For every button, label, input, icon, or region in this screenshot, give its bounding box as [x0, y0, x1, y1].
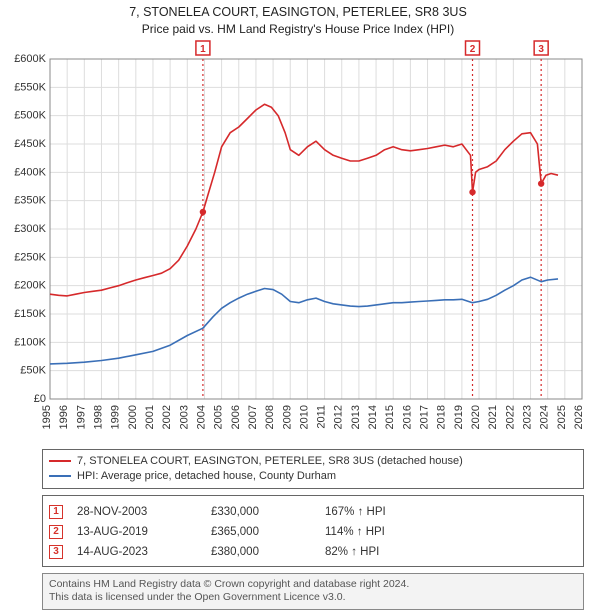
svg-text:1998: 1998 — [92, 405, 104, 429]
svg-text:£150K: £150K — [14, 308, 46, 320]
svg-text:2019: 2019 — [453, 405, 465, 429]
svg-text:2007: 2007 — [247, 405, 259, 429]
svg-text:1: 1 — [200, 44, 206, 55]
legend: 7, STONELEA COURT, EASINGTON, PETERLEE, … — [42, 449, 584, 489]
svg-text:2010: 2010 — [298, 405, 310, 429]
footnote-line2: This data is licensed under the Open Gov… — [49, 591, 577, 605]
events-table: 1 28-NOV-2003 £330,000 167% ↑ HPI 2 13-AUG-20… — [42, 495, 584, 567]
svg-text:£100K: £100K — [14, 336, 46, 348]
svg-text:£300K: £300K — [14, 223, 46, 235]
footnote: Contains HM Land Registry data © Crown c… — [42, 573, 584, 610]
event-price: £330,000 — [211, 506, 311, 518]
event-date: 28-NOV-2003 — [77, 506, 197, 518]
svg-text:2: 2 — [470, 44, 476, 55]
svg-text:£50K: £50K — [20, 365, 46, 377]
svg-text:£250K: £250K — [14, 251, 46, 263]
svg-text:2018: 2018 — [436, 405, 448, 429]
svg-text:2014: 2014 — [367, 405, 379, 429]
event-marker: 3 — [49, 545, 63, 559]
svg-text:2015: 2015 — [384, 405, 396, 429]
svg-text:2011: 2011 — [316, 405, 328, 429]
plot-area: £0 £50K £100K £150K £200K £250K £300K £350K £400… — [4, 39, 592, 443]
svg-text:2022: 2022 — [504, 405, 516, 429]
legend-swatch — [49, 460, 71, 462]
svg-text:£500K: £500K — [14, 110, 46, 122]
svg-text:£200K: £200K — [14, 280, 46, 292]
legend-label: 7, STONELEA COURT, EASINGTON, PETERLEE, … — [77, 454, 463, 469]
event-date: 14-AUG-2023 — [77, 546, 197, 558]
event-hpi: 82% ↑ HPI — [325, 546, 577, 558]
svg-text:£0: £0 — [34, 393, 46, 405]
svg-text:£550K: £550K — [14, 81, 46, 93]
svg-text:2021: 2021 — [487, 405, 499, 429]
svg-text:£400K: £400K — [14, 166, 46, 178]
svg-text:2020: 2020 — [470, 405, 482, 429]
svg-text:2001: 2001 — [144, 405, 156, 429]
svg-text:2003: 2003 — [178, 405, 190, 429]
event-marker: 1 — [49, 505, 63, 519]
event-price: £365,000 — [211, 526, 311, 538]
event-row: 1 28-NOV-2003 £330,000 167% ↑ HPI — [49, 502, 577, 522]
svg-text:2009: 2009 — [281, 405, 293, 429]
legend-item: 7, STONELEA COURT, EASINGTON, PETERLEE, … — [49, 454, 577, 469]
chart-subtitle: Price paid vs. HM Land Registry's House … — [4, 21, 592, 37]
svg-text:2008: 2008 — [264, 405, 276, 429]
titles: 7, STONELEA COURT, EASINGTON, PETERLEE, … — [4, 4, 592, 37]
svg-text:1996: 1996 — [58, 405, 70, 429]
svg-text:1995: 1995 — [41, 405, 53, 429]
svg-text:2012: 2012 — [333, 405, 345, 429]
footnote-line1: Contains HM Land Registry data © Crown c… — [49, 578, 577, 592]
svg-text:3: 3 — [538, 44, 544, 55]
svg-text:2006: 2006 — [230, 405, 242, 429]
legend-item: HPI: Average price, detached house, Coun… — [49, 469, 577, 484]
svg-text:£600K: £600K — [14, 53, 46, 65]
svg-text:2016: 2016 — [401, 405, 413, 429]
svg-text:£450K: £450K — [14, 138, 46, 150]
svg-text:2026: 2026 — [573, 405, 585, 429]
svg-text:2025: 2025 — [556, 405, 568, 429]
svg-text:1997: 1997 — [75, 405, 87, 429]
chart-svg: £0 £50K £100K £150K £200K £250K £300K £350K £400… — [4, 39, 592, 443]
svg-text:2023: 2023 — [522, 405, 534, 429]
legend-swatch — [49, 475, 71, 477]
svg-text:£350K: £350K — [14, 195, 46, 207]
svg-text:2013: 2013 — [350, 405, 362, 429]
svg-text:2017: 2017 — [419, 405, 431, 429]
event-row: 2 13-AUG-2019 £365,000 114% ↑ HPI — [49, 522, 577, 542]
event-row: 3 14-AUG-2023 £380,000 82% ↑ HPI — [49, 542, 577, 562]
svg-text:2024: 2024 — [539, 405, 551, 429]
event-marker: 2 — [49, 525, 63, 539]
legend-label: HPI: Average price, detached house, Coun… — [77, 469, 336, 484]
svg-text:2004: 2004 — [195, 405, 207, 429]
chart-container: 7, STONELEA COURT, EASINGTON, PETERLEE, … — [0, 0, 600, 590]
svg-text:1999: 1999 — [110, 405, 122, 429]
svg-text:2000: 2000 — [127, 405, 139, 429]
event-hpi: 114% ↑ HPI — [325, 526, 577, 538]
event-hpi: 167% ↑ HPI — [325, 506, 577, 518]
svg-text:2002: 2002 — [161, 405, 173, 429]
event-date: 13-AUG-2019 — [77, 526, 197, 538]
svg-text:2005: 2005 — [213, 405, 225, 429]
chart-title: 7, STONELEA COURT, EASINGTON, PETERLEE, … — [4, 4, 592, 21]
event-price: £380,000 — [211, 546, 311, 558]
